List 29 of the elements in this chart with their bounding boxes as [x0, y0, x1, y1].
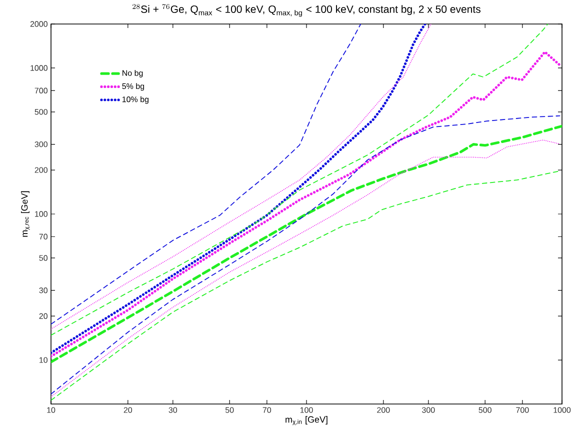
x-tick-label: 300 — [422, 407, 435, 413]
x-tick-label: 700 — [516, 407, 529, 413]
legend-label: 5% bg — [122, 83, 144, 91]
x-tick-label: 10 — [47, 407, 56, 413]
legend-label: 10% bg — [122, 96, 148, 104]
x-tick-label: 30 — [168, 407, 178, 413]
x-tick-label: 50 — [225, 407, 234, 413]
y-axis-title: m$_{χ,rec}$ [GeV] — [21, 191, 30, 237]
y-tick-label: 2000 — [30, 21, 48, 27]
y-tick-label: 1000 — [30, 65, 48, 71]
x-tick-label: 200 — [377, 407, 390, 413]
x-tick-label: 70 — [262, 407, 272, 413]
y-tick-label: 700 — [34, 88, 48, 94]
y-tick-label: 100 — [35, 211, 48, 217]
y-tick-label: 200 — [34, 167, 48, 173]
y-tick-label: 500 — [34, 109, 48, 115]
y-tick-label: 20 — [39, 313, 48, 319]
x-tick-label: 500 — [478, 407, 492, 413]
y-tick-label: 10 — [40, 357, 48, 363]
x-tick-label: 20 — [124, 407, 132, 413]
y-tick-label: 300 — [34, 141, 48, 148]
y-tick-label: 50 — [39, 255, 48, 261]
legend-label: No bg — [122, 70, 143, 78]
y-tick-label: 70 — [39, 234, 48, 240]
chart-title: ${}^{28}\text{Si + }{}^{76}\text{Ge, Q}_{\text{max}}\text{ < 100 keV, Q}_{\text{max, bg}}\text{ < 100 keV, constant bg, 2 x 50 events}$ — [132, 4, 480, 17]
y-tick-label: 30 — [39, 288, 48, 294]
x-axis-title: m$_{χ,in}$ [GeV] — [286, 416, 328, 426]
x-tick-label: 1000 — [554, 407, 571, 413]
x-tick-label: 100 — [300, 407, 313, 413]
